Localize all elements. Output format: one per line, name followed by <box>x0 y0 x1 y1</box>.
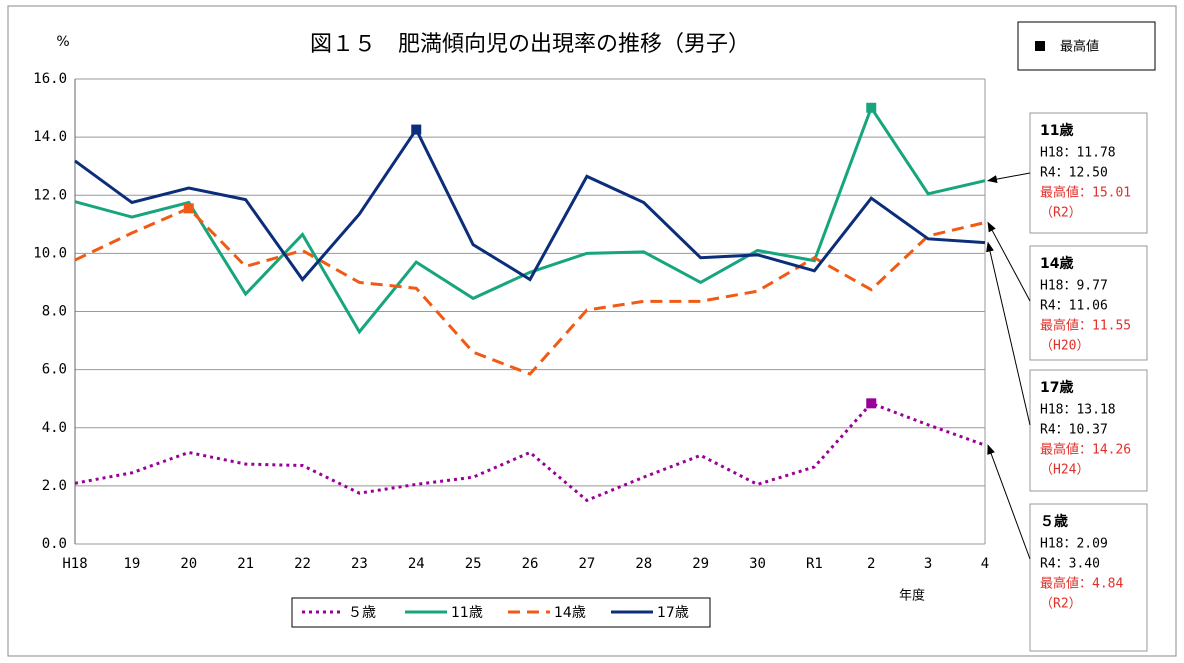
y-axis-label: % <box>56 34 69 50</box>
x-tick-label: 4 <box>981 556 989 572</box>
x-tick-label: 30 <box>749 556 766 572</box>
annotation-max: 最高値：4.84 <box>1040 576 1123 592</box>
x-tick-label: 2 <box>867 556 875 572</box>
max-legend-icon <box>1035 41 1045 51</box>
annotation-line: H18：9.77 <box>1040 279 1108 294</box>
x-tick-label: 24 <box>408 556 425 572</box>
max-marker <box>183 203 194 214</box>
annotation-arrow <box>987 221 1031 302</box>
annotation-line: H18：2.09 <box>1040 537 1108 552</box>
y-tick-label: 14.0 <box>33 129 67 145</box>
annotation-max: 最高値：15.01 <box>1040 185 1131 201</box>
annotation-line: R4：12.50 <box>1040 166 1108 181</box>
annotation-period: （H20） <box>1040 339 1089 354</box>
annotation-line: R4：3.40 <box>1040 557 1100 572</box>
legend-label: 17歳 <box>657 605 689 621</box>
annotation-arrow <box>987 444 1031 560</box>
x-axis-label: 年度 <box>899 588 925 604</box>
annotation-box <box>1029 369 1148 492</box>
x-tick-label: 25 <box>465 556 482 572</box>
y-tick-label: 6.0 <box>42 362 67 378</box>
legend-label: ５歳 <box>348 605 376 621</box>
y-tick-label: 2.0 <box>42 478 67 494</box>
x-tick-label: 22 <box>294 556 311 572</box>
max-marker <box>411 124 422 135</box>
annotation-title: ５歳 <box>1040 513 1068 530</box>
series-line <box>74 401 986 503</box>
annotation-max: 最高値：14.26 <box>1040 442 1131 458</box>
legend-label: 14歳 <box>554 605 586 621</box>
x-tick-label: 19 <box>123 556 140 572</box>
max-marker <box>866 102 877 113</box>
max-marker <box>866 398 877 409</box>
x-tick-label: R1 <box>806 556 823 572</box>
y-tick-label: 4.0 <box>42 420 67 436</box>
x-tick-label: 21 <box>237 556 254 572</box>
y-tick-label: 16.0 <box>33 71 67 87</box>
annotation-line: R4：11.06 <box>1040 299 1108 314</box>
y-tick-label: 10.0 <box>33 245 67 261</box>
frame <box>7 5 1177 657</box>
x-tick-label: 23 <box>351 556 368 572</box>
x-tick-label: 28 <box>635 556 652 572</box>
annotation-period: （R2） <box>1040 597 1082 612</box>
annotation-line: H18：11.78 <box>1040 146 1116 161</box>
annotation-max: 最高値：11.55 <box>1040 318 1131 334</box>
series-line <box>74 126 986 282</box>
legend-label: 11歳 <box>451 605 483 621</box>
annotation-box <box>1029 112 1148 234</box>
x-tick-label: 3 <box>924 556 932 572</box>
max-legend-text: 最高値 <box>1060 39 1099 55</box>
annotation-title: 11歳 <box>1040 122 1073 139</box>
annotation-box <box>1029 245 1148 361</box>
y-tick-label: 8.0 <box>42 304 67 320</box>
x-tick-label: 27 <box>578 556 595 572</box>
y-tick-label: 0.0 <box>42 536 67 552</box>
chart-title: 図１５ 肥満傾向児の出現率の推移（男子） <box>310 32 750 57</box>
annotation-title: 17歳 <box>1040 379 1073 396</box>
x-tick-label: 29 <box>692 556 709 572</box>
annotation-line: R4：10.37 <box>1040 423 1108 438</box>
x-tick-label: 26 <box>522 556 539 572</box>
series-line <box>74 206 986 376</box>
y-tick-label: 12.0 <box>33 187 67 203</box>
annotation-line: H18：13.18 <box>1040 403 1116 418</box>
annotation-box <box>1029 503 1148 652</box>
annotation-title: 14歳 <box>1040 255 1073 272</box>
annotation-period: （R2） <box>1040 206 1082 221</box>
x-tick-label: 20 <box>180 556 197 572</box>
x-tick-label: H18 <box>62 556 87 572</box>
annotation-arrow <box>987 172 1031 184</box>
annotation-arrow <box>986 241 1031 426</box>
series-line <box>74 104 986 335</box>
annotation-period: （H24） <box>1040 463 1089 478</box>
